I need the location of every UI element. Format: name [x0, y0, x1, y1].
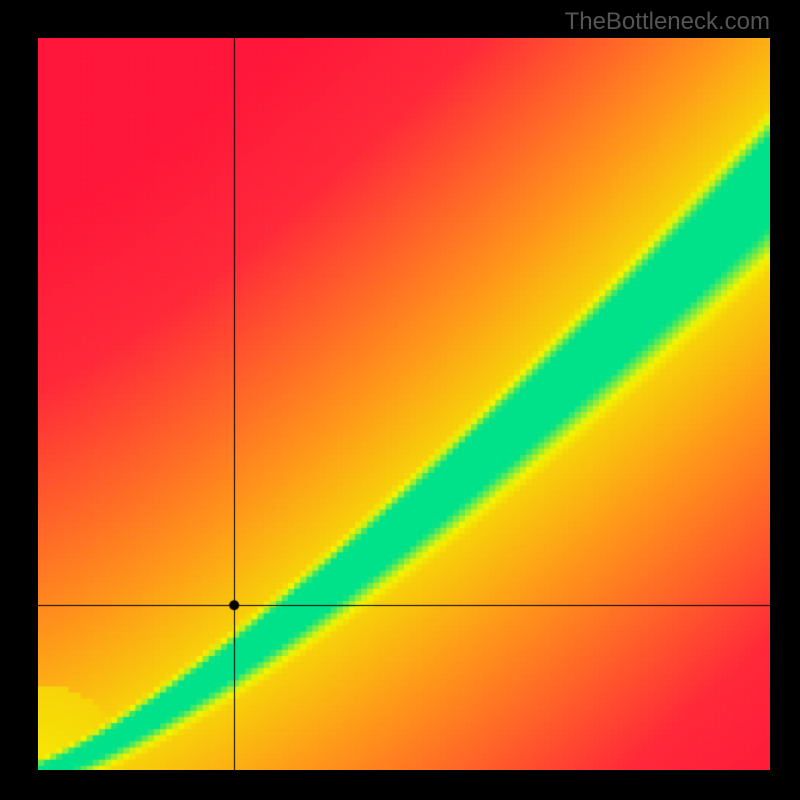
chart-container: TheBottleneck.com — [0, 0, 800, 800]
bottleneck-heatmap — [38, 38, 770, 770]
watermark-text: TheBottleneck.com — [565, 8, 770, 36]
